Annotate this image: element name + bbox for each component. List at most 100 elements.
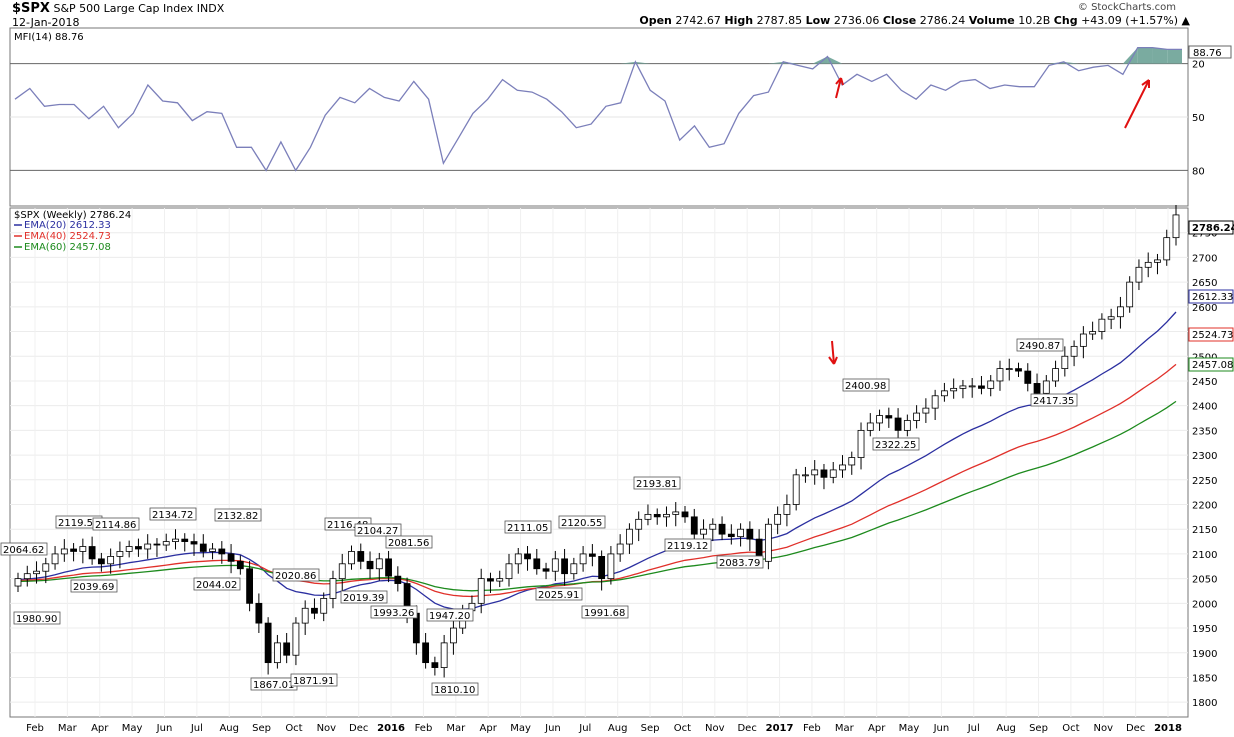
price-annotation: 2020.86 — [273, 569, 319, 582]
price-annotation: 2025.91 — [536, 588, 582, 601]
ema60-tag: 2457.08 — [1192, 360, 1233, 371]
annotation-label: 2400.98 — [845, 381, 886, 392]
price-annotation: 1867.01 — [251, 678, 297, 691]
annotation-label: 2019.39 — [343, 593, 384, 604]
x-tick-label: Dec — [737, 723, 756, 734]
price-annotation: 1991.68 — [582, 606, 628, 619]
price-annotation: 2120.55 — [559, 516, 605, 529]
price-annotation: 2114.86 — [93, 518, 139, 531]
annotation-label: 2081.56 — [388, 538, 429, 549]
annotation-label: 2114.86 — [95, 520, 136, 531]
price-annotation: 2064.62 — [1, 543, 47, 556]
ema60-label: EMA(60) 2457.08 — [24, 242, 111, 253]
annotation-label: 2119.12 — [667, 541, 708, 552]
ema40-legend: EMA(40) 2524.73 — [14, 231, 111, 242]
price-annotation: 2490.87 — [1017, 339, 1063, 352]
price-tick-label: 2600 — [1192, 303, 1217, 314]
x-tick-label: Jul — [190, 723, 203, 734]
price-annotation: 1980.90 — [14, 612, 60, 625]
x-tick-label: 2016 — [377, 723, 405, 734]
price-tick-label: 1950 — [1192, 624, 1217, 635]
price-tick-label: 1900 — [1192, 649, 1217, 660]
price-tick-label: 2000 — [1192, 599, 1217, 610]
mfi-overbought-fill — [1138, 48, 1153, 64]
x-tick-label: Mar — [835, 723, 855, 734]
annotation-label: 2193.81 — [636, 479, 677, 490]
price-tick-label: 2350 — [1192, 426, 1217, 437]
price-panel: 1800185019001950200020502100215022002250… — [1, 205, 1234, 734]
x-tick-label: 2018 — [1154, 723, 1182, 734]
mfi-tick-label: 20 — [1192, 60, 1205, 71]
annotation-label: 2064.62 — [3, 545, 44, 556]
x-tick-label: Sep — [1029, 723, 1048, 734]
annotation-label: 2322.25 — [875, 440, 916, 451]
price-tick-label: 2450 — [1192, 377, 1217, 388]
annotation-label: 2044.02 — [196, 580, 237, 591]
ema20-label: EMA(20) 2612.33 — [24, 220, 111, 231]
x-tick-label: Dec — [349, 723, 368, 734]
price-annotation: 2104.27 — [355, 524, 401, 537]
annotation-label: 2120.55 — [561, 518, 602, 529]
x-tick-label: Nov — [1093, 723, 1113, 734]
mfi-overbought-fill — [1152, 48, 1167, 64]
annotation-label: 2104.27 — [357, 526, 398, 537]
price-annotation: 2132.82 — [215, 509, 261, 522]
x-tick-label: Apr — [480, 723, 498, 734]
price-annotation: 2044.02 — [194, 578, 240, 591]
price-tick-label: 2250 — [1192, 476, 1217, 487]
price-annotation: 2111.05 — [505, 521, 551, 534]
x-tick-label: May — [899, 723, 920, 734]
x-tick-label: Oct — [674, 723, 691, 734]
mfi-tick-label: 80 — [1192, 166, 1205, 177]
mfi-y-axis: 80 50 20 — [1192, 60, 1205, 178]
x-tick-label: Feb — [26, 723, 44, 734]
ema60-legend: EMA(60) 2457.08 — [14, 242, 111, 253]
price-annotation: 2119.12 — [665, 539, 711, 552]
price-annotation: 1947.20 — [427, 609, 473, 622]
annotation-label: 2111.05 — [507, 523, 548, 534]
price-tick-label: 2050 — [1192, 575, 1217, 586]
price-tick-label: 1800 — [1192, 698, 1217, 709]
price-annotation: 2134.72 — [150, 508, 196, 521]
annotation-label: 1810.10 — [434, 685, 475, 696]
price-tick-label: 2650 — [1192, 278, 1217, 289]
candle — [247, 561, 253, 611]
annotation-label: 2025.91 — [538, 590, 579, 601]
x-tick-label: Oct — [1062, 723, 1079, 734]
price-tick-label: 2300 — [1192, 451, 1217, 462]
annotation-label: 2417.35 — [1033, 396, 1074, 407]
x-tick-label: May — [122, 723, 143, 734]
x-tick-label: Jul — [578, 723, 591, 734]
x-tick-label: Feb — [803, 723, 821, 734]
price-annotation: 2322.25 — [873, 438, 919, 451]
price-annotation: 2193.81 — [634, 477, 680, 490]
x-tick-label: Nov — [317, 723, 337, 734]
price-annotation: 2400.98 — [843, 379, 889, 392]
x-tick-label: Apr — [91, 723, 109, 734]
candle — [765, 518, 771, 569]
annotation-label: 1993.26 — [373, 608, 414, 619]
x-tick-label: Apr — [868, 723, 886, 734]
x-tick-label: Nov — [705, 723, 725, 734]
annotation-label: 1991.68 — [584, 608, 625, 619]
x-tick-label: Jun — [933, 723, 950, 734]
x-tick-label: Jun — [156, 723, 173, 734]
price-annotation: 1810.10 — [432, 683, 478, 696]
annotation-label: 1871.91 — [293, 676, 334, 687]
x-tick-label: Oct — [285, 723, 302, 734]
price-tick-label: 2150 — [1192, 525, 1217, 536]
price-annotation: 2039.69 — [71, 580, 117, 593]
annotation-label: 1867.01 — [253, 680, 294, 691]
x-tick-label: Mar — [58, 723, 78, 734]
ema20-legend: EMA(20) 2612.33 — [14, 220, 111, 231]
mfi-panel: MFI(14) 88.76 805020 88.76 — [10, 28, 1231, 206]
mfi-tick-label: 50 — [1192, 113, 1205, 124]
ema40-tag: 2524.73 — [1192, 330, 1233, 341]
annotation-label: 2083.79 — [719, 558, 760, 569]
annotation-label: 2490.87 — [1019, 341, 1060, 352]
ema40-label: EMA(40) 2524.73 — [24, 231, 111, 242]
x-tick-label: 2017 — [766, 723, 794, 734]
value-tags: 2786.24 2612.33 2524.73 2457.08 — [1189, 221, 1234, 371]
mfi-legend: MFI(14) 88.76 — [14, 32, 84, 43]
